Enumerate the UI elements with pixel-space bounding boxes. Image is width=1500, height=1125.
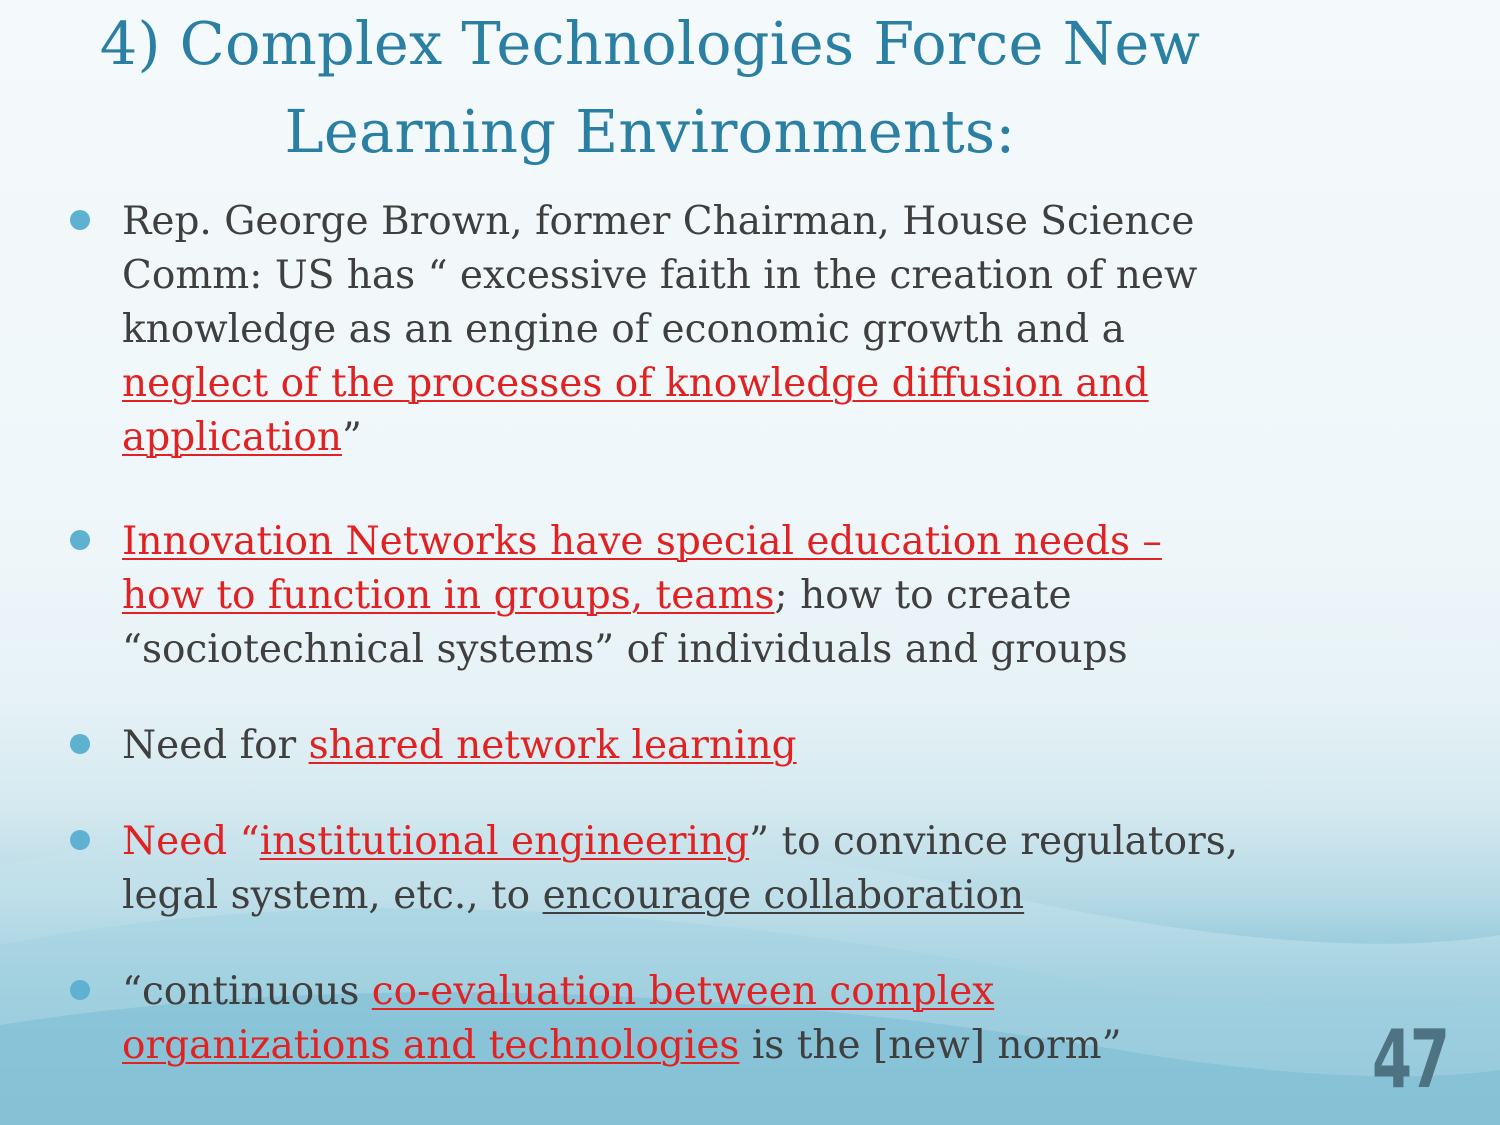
bullet-link[interactable]: shared network learning <box>308 723 797 768</box>
bullet-text: Need for <box>122 723 309 768</box>
bullet-item: “continuous co-evaluation between comple… <box>70 965 1250 1073</box>
bullet-link[interactable]: Innovation Networks have special educati… <box>122 519 1162 618</box>
slide-page-number: 47 <box>1372 1013 1450 1106</box>
bullet-text: ” to convince regulators, legal system, … <box>122 819 1239 918</box>
bullet-text-highlight: Need “ <box>122 819 260 864</box>
bullet-text: ” <box>341 415 362 460</box>
slide-title-line-1: 4) Complex Technologies Force New <box>99 9 1201 78</box>
bullet-item: Need for shared network learning <box>70 719 1250 773</box>
bullet-dot-icon <box>70 530 90 550</box>
bullet-dot-icon <box>70 734 90 754</box>
bullet-text: “continuous <box>122 969 372 1014</box>
bullet-dot-icon <box>70 210 90 230</box>
bullet-link[interactable]: neglect of the processes of knowledge di… <box>122 361 1149 460</box>
slide-title-line-2: Learning Environments: <box>284 97 1016 166</box>
bullet-text: Rep. George Brown, former Chairman, Hous… <box>122 199 1198 352</box>
bullet-link[interactable]: encourage collaboration <box>542 873 1025 918</box>
bullet-text: ; how to create “sociotechnical systems”… <box>122 573 1128 672</box>
bullet-dot-icon <box>70 980 90 1000</box>
bullet-list: Rep. George Brown, former Chairman, Hous… <box>70 195 1250 1073</box>
bullet-item: Need “institutional engineering” to conv… <box>70 815 1250 923</box>
bullet-dot-icon <box>70 830 90 850</box>
slide-title: 4) Complex Technologies Force New Learni… <box>0 0 1300 176</box>
bullet-link[interactable]: institutional engineering <box>259 819 750 864</box>
bullet-text: is the [new] norm” <box>739 1023 1122 1068</box>
bullet-item: Rep. George Brown, former Chairman, Hous… <box>70 195 1250 465</box>
bullet-item: Innovation Networks have special educati… <box>70 515 1250 677</box>
bullet-link[interactable]: co-evaluation between complex organizati… <box>122 969 995 1068</box>
